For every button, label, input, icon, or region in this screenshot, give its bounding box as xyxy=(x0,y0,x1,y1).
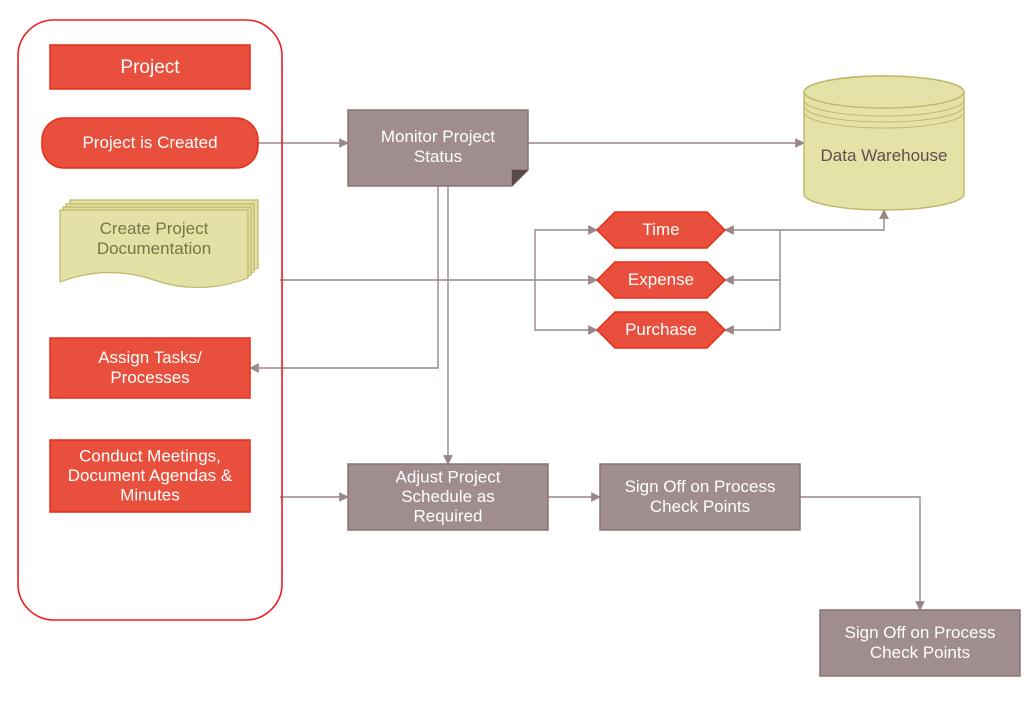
edge xyxy=(250,186,438,368)
node-docs: Create ProjectDocumentation xyxy=(60,200,258,288)
node-label: Time xyxy=(642,220,679,239)
node-time: Time xyxy=(597,212,725,248)
edge xyxy=(800,497,920,610)
node-monitor: Monitor ProjectStatus xyxy=(348,110,528,186)
node-label: Data Warehouse xyxy=(821,146,948,165)
node-assign: Assign Tasks/Processes xyxy=(50,338,250,398)
node-warehouse: Data Warehouse xyxy=(804,76,964,210)
node-adjust: Adjust ProjectSchedule asRequired xyxy=(348,464,548,530)
node-label: Create ProjectDocumentation xyxy=(97,220,211,259)
node-label: Expense xyxy=(628,270,694,289)
node-label: Project xyxy=(120,57,180,78)
node-label: Project is Created xyxy=(82,133,217,152)
node-created: Project is Created xyxy=(42,118,258,168)
node-signoff2: Sign Off on ProcessCheck Points xyxy=(820,610,1020,676)
edge xyxy=(535,280,597,330)
project-container xyxy=(18,20,282,620)
node-purchase: Purchase xyxy=(597,312,725,348)
node-meetings: Conduct Meetings,Document Agendas &Minut… xyxy=(50,440,250,512)
node-label: Purchase xyxy=(625,320,697,339)
edge xyxy=(725,210,884,330)
node-signoff1: Sign Off on ProcessCheck Points xyxy=(600,464,800,530)
node-expense: Expense xyxy=(597,262,725,298)
node-project: Project xyxy=(50,45,250,89)
flowchart-canvas: Project Project is Created Create ProjectD… xyxy=(0,0,1029,725)
node-label: Assign Tasks/Processes xyxy=(98,349,202,388)
